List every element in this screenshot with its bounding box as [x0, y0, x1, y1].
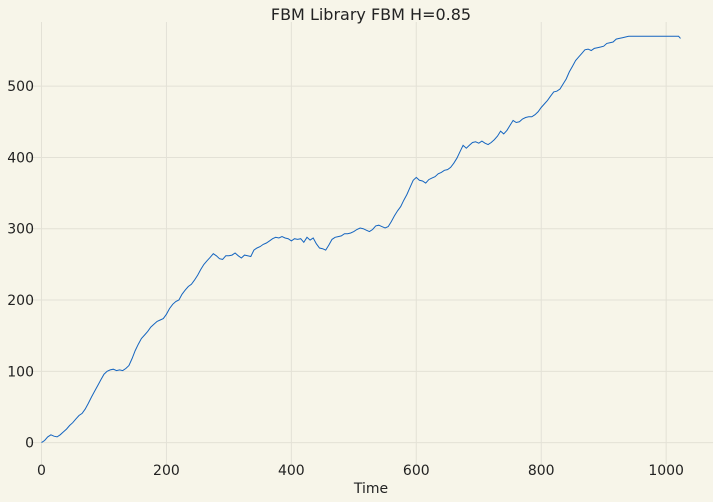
y-tick-label: 300: [7, 222, 34, 238]
x-tick-label: 800: [528, 463, 555, 479]
x-tick-label: 0: [37, 463, 46, 479]
x-tick-label: 400: [278, 463, 305, 479]
chart-title: FBM Library FBM H=0.85: [271, 5, 471, 24]
series: [41, 35, 681, 444]
y-tick-label: 0: [25, 436, 34, 452]
grid: [29, 22, 713, 464]
y-tick-label: 500: [7, 79, 34, 95]
y-tick-label: 400: [7, 150, 34, 166]
x-tick-label: 200: [153, 463, 180, 479]
y-tick-label: 100: [7, 364, 34, 380]
x-tick-label: 600: [403, 463, 430, 479]
tick-labels: 0 200 400 600 800 1000 0 100 200 300 400 500: [7, 79, 684, 479]
series-line: [41, 35, 681, 444]
x-tick-label: 1000: [648, 463, 684, 479]
x-axis-label: Time: [353, 481, 388, 497]
y-tick-label: 200: [7, 293, 34, 309]
